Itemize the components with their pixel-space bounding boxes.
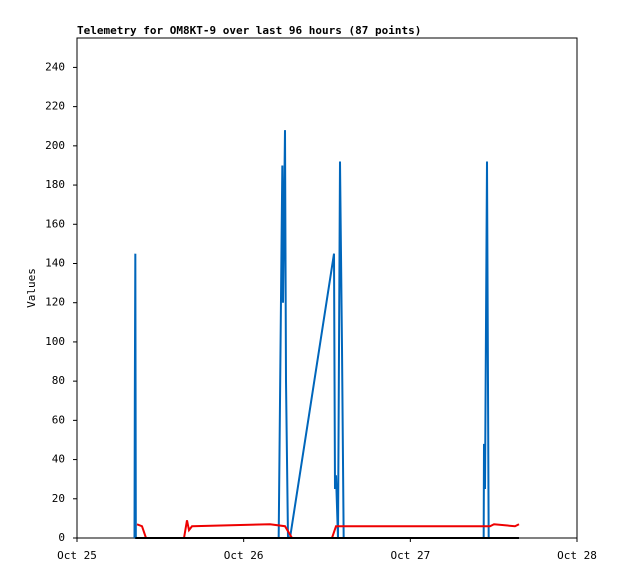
y-tick-label: 180 [45,178,65,191]
y-tick-label: 100 [45,335,65,348]
y-tick-label: 160 [45,217,65,230]
x-tick-label: Oct 25 [57,549,97,562]
y-tick-label: 40 [52,453,65,466]
y-tick-label: 60 [52,413,65,426]
y-tick-label: 240 [45,60,65,73]
y-tick-label: 80 [52,374,65,387]
x-tick-label: Oct 28 [557,549,597,562]
series-line [133,130,490,539]
series-line [136,520,520,539]
x-tick-label: Oct 27 [390,549,430,562]
y-tick-label: 0 [58,531,65,544]
y-tick-label: 200 [45,139,65,152]
y-tick-label: 120 [45,296,65,309]
chart-title: Telemetry for OM8KT-9 over last 96 hours… [77,24,421,37]
x-tick-label: Oct 26 [224,549,264,562]
y-tick-label: 220 [45,100,65,113]
y-axis-label: Values [25,268,38,308]
y-tick-label: 20 [52,492,65,505]
plot-frame [76,37,578,539]
y-tick-label: 140 [45,256,65,269]
